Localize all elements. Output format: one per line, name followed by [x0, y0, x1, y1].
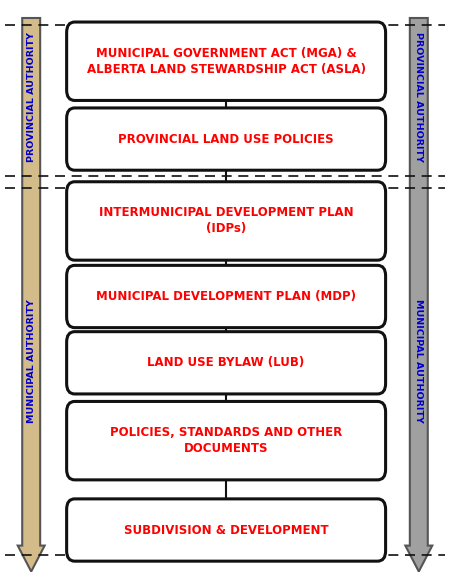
FancyBboxPatch shape — [67, 402, 386, 480]
FancyBboxPatch shape — [67, 181, 386, 260]
Text: MUNICIPAL DEVELOPMENT PLAN (MDP): MUNICIPAL DEVELOPMENT PLAN (MDP) — [96, 290, 356, 303]
Text: MUNICIPAL AUTHORITY: MUNICIPAL AUTHORITY — [414, 299, 423, 423]
FancyBboxPatch shape — [67, 265, 386, 328]
Text: PROVINCIAL LAND USE POLICIES: PROVINCIAL LAND USE POLICIES — [118, 132, 334, 146]
FancyBboxPatch shape — [67, 22, 386, 101]
Text: INTERMUNICIPAL DEVELOPMENT PLAN
(IDPs): INTERMUNICIPAL DEVELOPMENT PLAN (IDPs) — [99, 206, 353, 235]
FancyBboxPatch shape — [67, 499, 386, 561]
Text: MUNICIPAL GOVERNMENT ACT (MGA) &
ALBERTA LAND STEWARDSHIP ACT (ASLA): MUNICIPAL GOVERNMENT ACT (MGA) & ALBERTA… — [86, 47, 365, 76]
FancyBboxPatch shape — [67, 108, 386, 170]
FancyBboxPatch shape — [67, 332, 386, 394]
Text: POLICIES, STANDARDS AND OTHER
DOCUMENTS: POLICIES, STANDARDS AND OTHER DOCUMENTS — [110, 426, 342, 455]
Text: MUNICIPAL AUTHORITY: MUNICIPAL AUTHORITY — [27, 299, 36, 423]
Polygon shape — [405, 18, 432, 572]
Polygon shape — [18, 18, 45, 572]
Text: SUBDIVISION & DEVELOPMENT: SUBDIVISION & DEVELOPMENT — [124, 524, 328, 536]
Text: LAND USE BYLAW (LUB): LAND USE BYLAW (LUB) — [148, 356, 305, 369]
Text: PROVINCIAL AUTHORITY: PROVINCIAL AUTHORITY — [414, 32, 423, 162]
Text: PROVINCIAL AUTHORITY: PROVINCIAL AUTHORITY — [27, 32, 36, 162]
